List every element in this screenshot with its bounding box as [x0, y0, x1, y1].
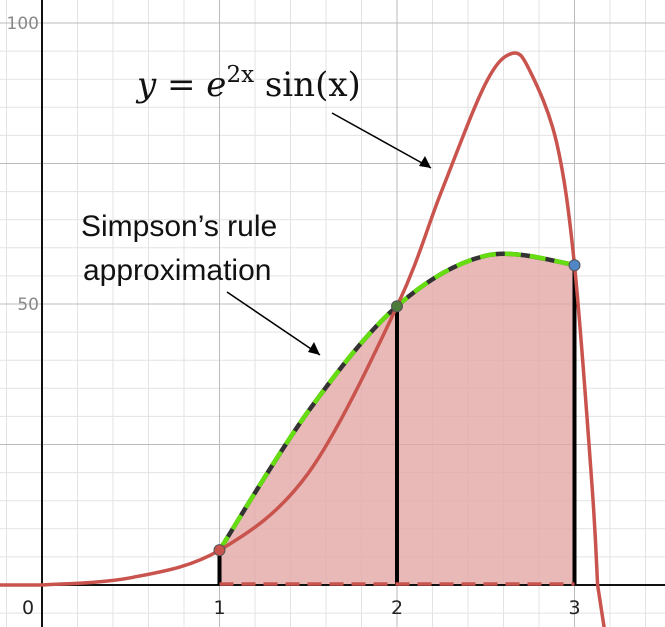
sample-point [568, 259, 581, 272]
x-tick-label: 0 [22, 597, 34, 619]
formula-arrow [331, 112, 432, 169]
sample-point [391, 300, 403, 313]
x-tick-label: 1 [213, 597, 225, 619]
y-tick-label: 50 [17, 295, 39, 315]
x-tick-labels: 0 1 2 3 [22, 597, 581, 619]
simpson-label-line-1: Simpson’s rule [81, 210, 277, 243]
sample-point [213, 544, 226, 557]
y-tick-label: 100 [7, 14, 39, 34]
function-formula-label: y = e2x sin(x) [135, 62, 361, 105]
simpson-arrow [226, 291, 321, 356]
formula-arrowhead [419, 156, 431, 168]
sample-points [213, 259, 581, 557]
simpson-label-line-2: approximation [83, 254, 271, 287]
x-tick-label: 2 [391, 597, 403, 619]
simpson-arrowhead [308, 342, 320, 355]
simpson-parabola-curve [217, 251, 575, 552]
y-tick-labels: 50 100 [7, 14, 39, 315]
x-tick-label: 3 [568, 597, 580, 619]
